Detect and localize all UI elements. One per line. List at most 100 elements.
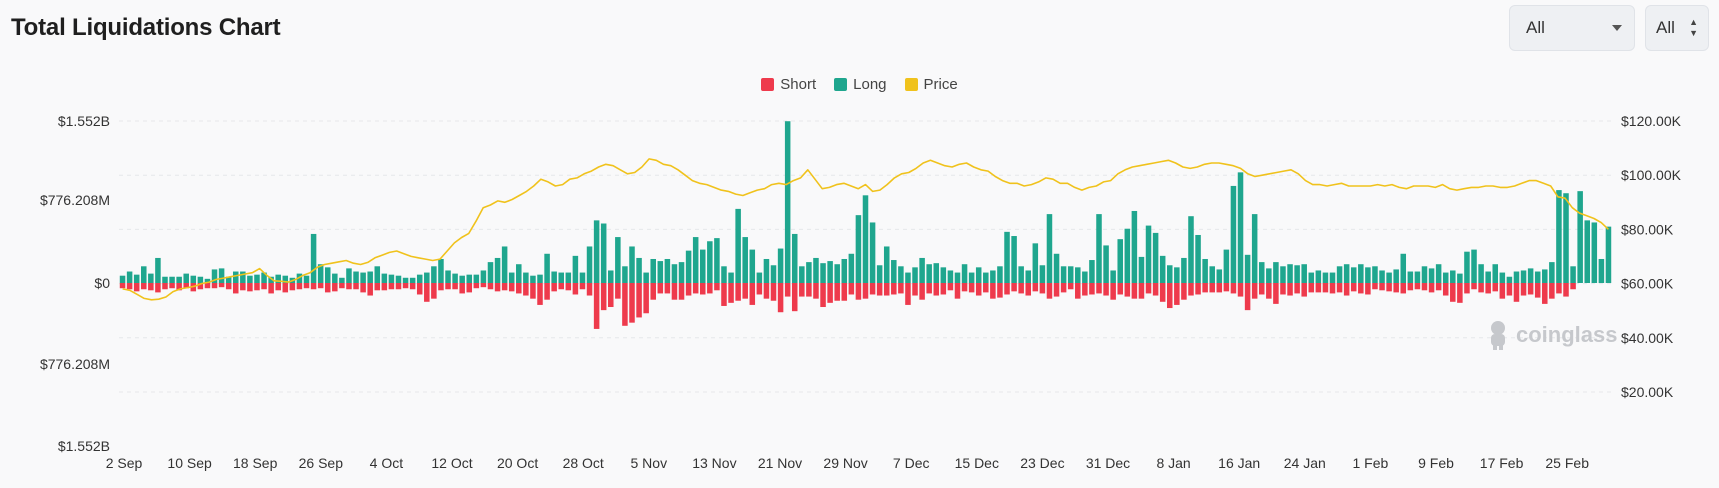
long-bar[interactable] <box>1393 269 1399 283</box>
short-bar[interactable] <box>324 283 331 293</box>
short-bar[interactable] <box>813 283 819 299</box>
short-bar[interactable] <box>1301 283 1307 297</box>
short-bar[interactable] <box>374 283 381 291</box>
short-bar[interactable] <box>1336 283 1343 293</box>
short-bar[interactable] <box>1188 283 1194 296</box>
long-bar[interactable] <box>820 263 826 283</box>
long-bar[interactable] <box>1591 222 1598 283</box>
long-bar[interactable] <box>282 275 289 283</box>
long-bar[interactable] <box>848 253 855 283</box>
long-bar[interactable] <box>664 258 671 283</box>
short-bar[interactable] <box>1131 283 1138 299</box>
short-bar[interactable] <box>643 283 649 314</box>
short-bar[interactable] <box>530 283 536 299</box>
long-bar[interactable] <box>332 273 338 283</box>
short-bar[interactable] <box>367 283 373 296</box>
long-bar[interactable] <box>1400 253 1407 283</box>
short-bar[interactable] <box>1103 283 1109 296</box>
long-bar[interactable] <box>898 266 904 283</box>
long-bar[interactable] <box>473 274 480 283</box>
long-bar[interactable] <box>1067 266 1074 283</box>
long-bar[interactable] <box>1421 266 1428 283</box>
long-bar[interactable] <box>1124 228 1131 283</box>
long-bar[interactable] <box>353 271 359 283</box>
short-bar[interactable] <box>339 283 345 289</box>
long-bar[interactable] <box>1527 268 1534 283</box>
short-bar[interactable] <box>204 283 211 289</box>
long-bar[interactable] <box>650 258 656 283</box>
short-bar[interactable] <box>883 283 890 296</box>
short-bar[interactable] <box>820 283 826 308</box>
long-bar[interactable] <box>551 271 557 283</box>
long-bar[interactable] <box>1478 264 1484 283</box>
long-bar[interactable] <box>544 253 550 283</box>
long-bar[interactable] <box>1386 272 1392 283</box>
long-bar[interactable] <box>933 263 940 283</box>
short-bar[interactable] <box>1046 283 1053 299</box>
short-bar[interactable] <box>1556 283 1562 294</box>
short-bar[interactable] <box>1478 283 1484 293</box>
short-bar[interactable] <box>1075 283 1081 299</box>
short-bar[interactable] <box>1089 283 1095 295</box>
long-bar[interactable] <box>1520 270 1527 283</box>
long-bar[interactable] <box>1152 232 1159 283</box>
short-bar[interactable] <box>572 283 579 295</box>
long-bar[interactable] <box>225 276 232 283</box>
long-bar[interactable] <box>530 275 536 283</box>
long-bar[interactable] <box>148 273 154 283</box>
short-bar[interactable] <box>664 283 671 294</box>
short-bar[interactable] <box>544 283 550 300</box>
short-bar[interactable] <box>1159 283 1166 302</box>
long-bar[interactable] <box>1471 249 1477 283</box>
short-bar[interactable] <box>1145 283 1152 294</box>
long-bar[interactable] <box>1492 264 1499 283</box>
short-bar[interactable] <box>742 283 748 299</box>
long-bar[interactable] <box>1060 266 1067 283</box>
short-bar[interactable] <box>1442 283 1449 296</box>
long-bar[interactable] <box>388 274 395 283</box>
short-bar[interactable] <box>1124 283 1131 297</box>
long-bar[interactable] <box>947 270 954 283</box>
short-bar[interactable] <box>806 283 812 297</box>
short-bar[interactable] <box>749 283 756 305</box>
long-bar[interactable] <box>126 271 133 283</box>
short-bar[interactable] <box>1152 283 1159 296</box>
short-bar[interactable] <box>473 283 480 289</box>
long-bar[interactable] <box>1181 257 1187 283</box>
long-bar[interactable] <box>834 264 840 283</box>
short-bar[interactable] <box>1230 283 1237 294</box>
short-bar[interactable] <box>1492 283 1499 292</box>
long-bar[interactable] <box>141 266 147 283</box>
long-bar[interactable] <box>1442 272 1449 283</box>
long-bar[interactable] <box>770 265 777 283</box>
short-bar[interactable] <box>1450 283 1456 302</box>
long-bar[interactable] <box>494 257 501 283</box>
short-bar[interactable] <box>169 283 175 289</box>
long-bar[interactable] <box>721 266 727 283</box>
short-bar[interactable] <box>671 283 678 300</box>
long-bar[interactable] <box>1011 236 1017 283</box>
long-bar[interactable] <box>678 262 685 283</box>
long-bar[interactable] <box>608 270 614 283</box>
short-bar[interactable] <box>947 283 954 291</box>
long-bar[interactable] <box>1301 264 1307 283</box>
short-bar[interactable] <box>1365 283 1371 295</box>
short-bar[interactable] <box>1025 283 1031 296</box>
long-bar[interactable] <box>813 257 819 283</box>
long-bar[interactable] <box>1209 266 1215 283</box>
long-bar[interactable] <box>1350 267 1357 283</box>
short-bar[interactable] <box>1350 283 1357 292</box>
short-bar[interactable] <box>968 283 975 293</box>
long-bar[interactable] <box>1464 251 1470 283</box>
short-bar[interactable] <box>487 283 494 290</box>
long-bar[interactable] <box>600 223 607 284</box>
short-bar[interactable] <box>452 283 458 290</box>
short-bar[interactable] <box>1563 283 1569 297</box>
short-bar[interactable] <box>508 283 515 292</box>
long-bar[interactable] <box>374 266 381 283</box>
short-bar[interactable] <box>862 283 869 299</box>
long-bar[interactable] <box>876 265 883 283</box>
long-bar[interactable] <box>791 233 798 283</box>
long-bar[interactable] <box>1556 190 1562 283</box>
short-bar[interactable] <box>381 283 388 291</box>
